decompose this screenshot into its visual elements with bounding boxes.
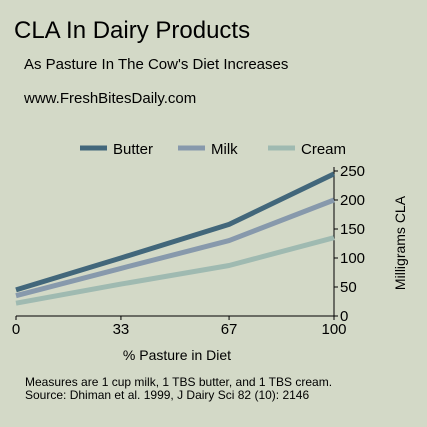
measures-note: Measures are 1 cup milk, 1 TBS butter, a… — [25, 375, 333, 389]
y-tick-label: 150 — [340, 221, 365, 238]
y-tick-label: 250 — [340, 163, 365, 180]
x-tick-label: 67 — [221, 321, 238, 338]
chart-subtitle: As Pasture In The Cow's Diet Increases — [24, 56, 289, 73]
legend-label-cream: Cream — [301, 141, 346, 158]
x-tick-label: 0 — [12, 321, 20, 338]
chart-title: CLA In Dairy Products — [14, 17, 251, 44]
y-tick-label: 0 — [340, 308, 348, 325]
legend-label-butter: Butter — [113, 141, 153, 158]
legend-label-milk: Milk — [211, 141, 238, 158]
y-axis-label: Milligrams CLA — [392, 195, 408, 290]
source-note: Source: Dhiman et al. 1999, J Dairy Sci … — [25, 388, 310, 402]
series-line-butter — [15, 171, 336, 293]
x-axis-label: % Pasture in Diet — [123, 347, 231, 363]
legend: Butter Milk Cream — [80, 141, 346, 158]
x-tick-label: 33 — [113, 321, 130, 338]
series-line-cream — [15, 235, 335, 306]
y-tick-label: 200 — [340, 192, 365, 209]
axis-labels: % Pasture in Diet Milligrams CLA — [123, 195, 408, 363]
series-line-milk — [15, 197, 335, 299]
source-website: www.FreshBitesDaily.com — [24, 90, 197, 107]
x-tick-label: 100 — [321, 321, 346, 338]
y-tick-label: 100 — [340, 250, 365, 267]
y-tick-label: 50 — [340, 279, 357, 296]
series-lines — [15, 171, 336, 306]
